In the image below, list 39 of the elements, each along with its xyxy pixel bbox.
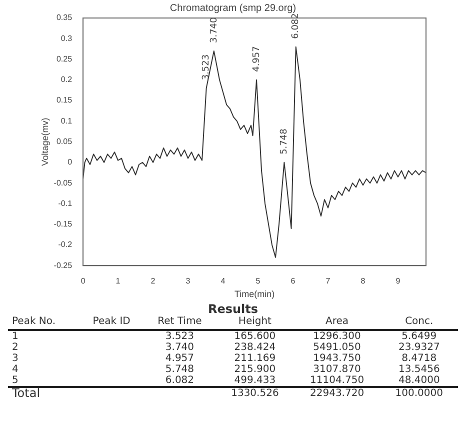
x-tick-label: 6: [290, 276, 296, 286]
x-tick-label: 4: [220, 276, 226, 286]
x-tick-label: 5: [256, 276, 261, 286]
text: 1 3.523 165.600 1296.300 5.6499: [12, 331, 437, 342]
x-axis-title: Time(min): [234, 289, 275, 300]
x-tick-label: 8: [360, 276, 366, 286]
x-tick-label: 2: [150, 276, 156, 286]
annotation: 3.523: [202, 54, 212, 80]
text: Total 1330.526 22943.720 100.0000: [12, 386, 443, 400]
y-tick-label: -0.05: [54, 178, 73, 188]
x-tick-label: 0: [80, 276, 86, 286]
annotation: 3.740: [209, 16, 220, 44]
y-tick-label: 0.3: [60, 34, 73, 43]
text: 3 4.957 211.169 1943.750 8.4718: [12, 353, 437, 364]
x-tick-label: 3: [186, 276, 191, 286]
text: Peak No. Peak ID Ret Time Height Area Conc.: [12, 316, 434, 327]
x-tick-label: 1: [116, 276, 121, 286]
y-tick-label: -0.15: [54, 220, 73, 229]
y-tick-label: 0.05: [56, 137, 73, 146]
chart-title: Chromatogram (smp 29.org): [170, 2, 296, 14]
y-tick-label: -0.25: [54, 260, 73, 270]
y-tick-label: 0.2: [60, 75, 73, 84]
y-axis-title: Voltage(mv): [40, 118, 50, 166]
x-tick-label: 7: [326, 276, 331, 286]
text: 2 3.740 238.424 5491.050 23.9327: [12, 342, 440, 353]
annotation: 6.082: [291, 13, 302, 39]
x-tick-label: 9: [396, 276, 401, 286]
y-tick-label: -0.2: [58, 240, 73, 250]
text: Results: [206, 302, 260, 316]
text: 4 5.748 215.900 3107.870 13.5456: [12, 364, 440, 375]
y-tick-label: 0.15: [56, 96, 73, 105]
y-tick-label: 0.1: [60, 116, 73, 126]
y-tick-label: -0.1: [58, 198, 73, 208]
y-tick-label: 0.25: [56, 54, 73, 64]
y-tick-label: 0: [68, 158, 73, 167]
annotation: 5.748: [280, 128, 290, 154]
y-tick-label: 0.35: [56, 13, 73, 22]
text: 5 6.082 499.433 11104.750 48.4000: [12, 375, 440, 386]
annotation: 4.957: [252, 46, 262, 72]
